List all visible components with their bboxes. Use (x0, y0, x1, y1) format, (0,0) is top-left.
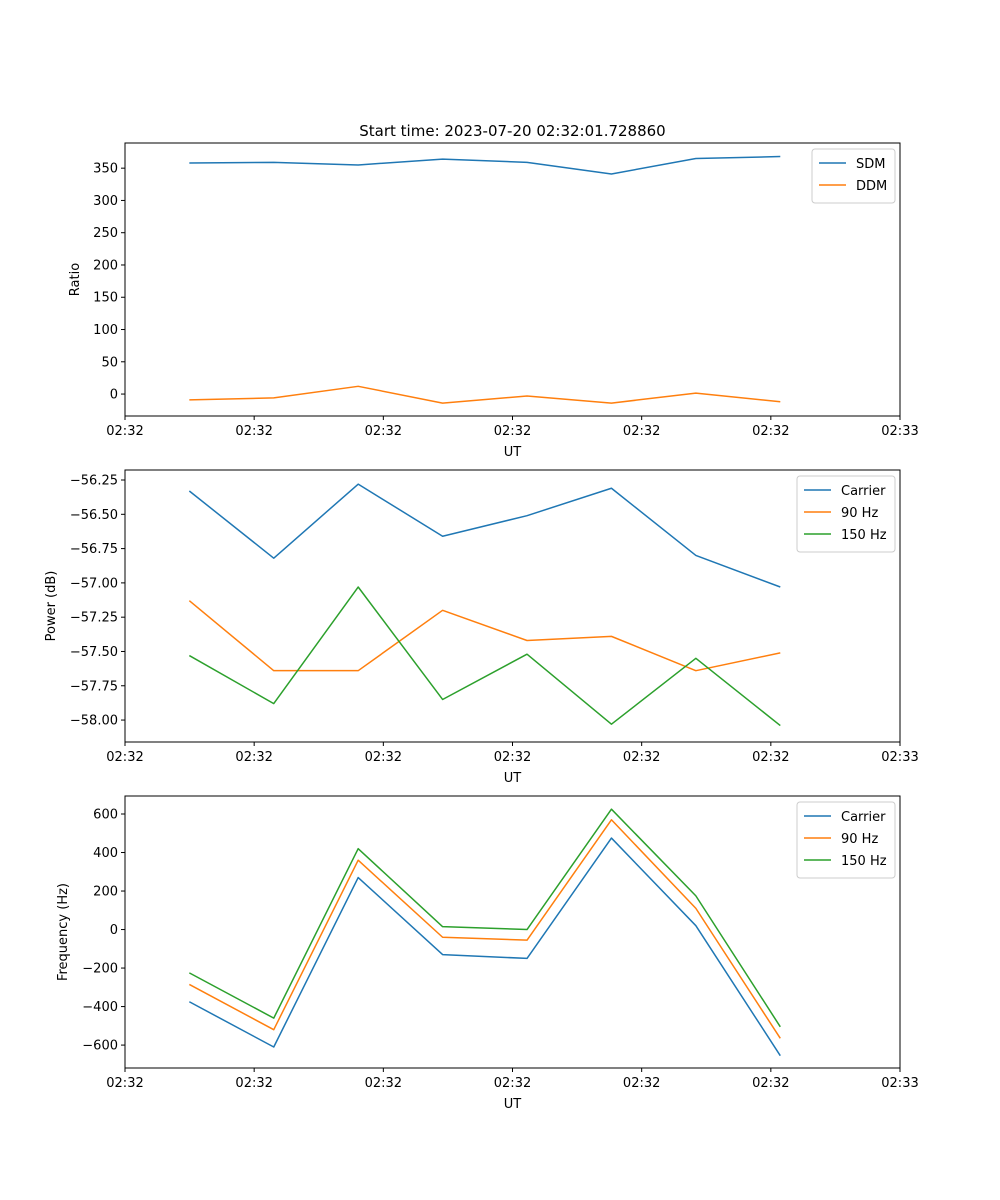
series-line-ddm (189, 385, 781, 404)
legend-label: 90 Hz (841, 506, 878, 521)
series-line-150-hz (188, 808, 781, 1028)
x-tick-label: 02:32 (752, 424, 789, 439)
axes-frame (124, 795, 901, 1069)
x-tick-label: 02:32 (106, 1076, 143, 1091)
x-tick-label: 02:33 (881, 424, 918, 439)
y-tick-label: 250 (93, 226, 118, 241)
x-tick-label: 02:33 (881, 1076, 918, 1091)
y-tick-label: −57.75 (70, 679, 118, 694)
x-tick-label: 02:32 (235, 1076, 272, 1091)
y-tick-label: −600 (82, 1039, 118, 1054)
x-tick-label: 02:32 (365, 424, 402, 439)
y-tick-label: 100 (93, 323, 118, 338)
y-tick-label: −56.75 (70, 542, 118, 557)
legend-label: Carrier (841, 484, 886, 499)
series-line-carrier (188, 483, 781, 588)
subplot-3: 02:32 02:32 02:32 02:32 02:32 02:32 02:33 −600 −… (56, 795, 919, 1112)
y-axis-label: Frequency (Hz) (56, 883, 71, 981)
y-tick-label: −56.25 (70, 474, 118, 489)
y-tick-label: −56.50 (70, 508, 118, 523)
y-tick-label: 300 (93, 194, 118, 209)
chart-title: Start time: 2023-07-20 02:32:01.728860 (359, 122, 665, 140)
y-tick-label: −200 (82, 962, 118, 977)
y-tick-label: 0 (110, 388, 118, 403)
series-line-150-hz (188, 586, 781, 727)
series-line-90-hz (188, 600, 781, 672)
x-tick-label: 02:32 (365, 1076, 402, 1091)
legend-label: 150 Hz (841, 854, 887, 869)
y-tick-label: 200 (93, 258, 118, 273)
legend-box (796, 801, 896, 879)
y-tick-label: 200 (93, 885, 118, 900)
y-axis-label: Power (dB) (44, 571, 59, 642)
series-line-90-hz (188, 819, 781, 1039)
subplot-2: 02:32 02:32 02:32 02:32 02:32 02:32 02:33 −58.0… (44, 469, 919, 786)
y-axis-label: Ratio (68, 263, 83, 296)
y-tick-label: 0 (110, 923, 118, 938)
x-tick-label: 02:32 (235, 424, 272, 439)
axes-frame (124, 142, 901, 417)
x-tick-label: 02:32 (106, 750, 143, 765)
x-tick-label: 02:32 (752, 1076, 789, 1091)
axes-frame (124, 469, 901, 743)
y-tick-label: 50 (101, 355, 118, 370)
legend-box (796, 475, 896, 553)
y-tick-label: 600 (93, 808, 118, 823)
x-tick-label: 02:32 (623, 424, 660, 439)
x-tick-label: 02:32 (494, 1076, 531, 1091)
x-tick-label: 02:32 (235, 750, 272, 765)
legend-label: SDM (856, 157, 885, 172)
y-tick-label: −57.00 (70, 576, 118, 591)
legend: Carrier 90 Hz 150 Hz (796, 801, 896, 879)
x-axis-label: UT (504, 1097, 522, 1112)
legend: SDM DDM (811, 148, 896, 204)
x-axis-label: UT (504, 445, 522, 460)
x-tick-label: 02:32 (494, 750, 531, 765)
x-tick-label: 02:32 (365, 750, 402, 765)
y-tick-label: −58.00 (70, 714, 118, 729)
legend-label: Carrier (841, 810, 886, 825)
legend-label: DDM (856, 179, 887, 194)
y-tick-label: −57.25 (70, 611, 118, 626)
y-tick-label: 350 (93, 162, 118, 177)
y-tick-label: 150 (93, 291, 118, 306)
series-line-sdm (189, 155, 781, 175)
legend-label: 150 Hz (841, 528, 887, 543)
y-tick-label: 400 (93, 846, 118, 861)
x-tick-label: 02:32 (494, 424, 531, 439)
x-tick-label: 02:32 (623, 1076, 660, 1091)
y-tick-label: −400 (82, 1000, 118, 1015)
legend-label: 90 Hz (841, 832, 878, 847)
legend: Carrier 90 Hz 150 Hz (796, 475, 896, 553)
x-tick-label: 02:32 (623, 750, 660, 765)
x-tick-label: 02:33 (881, 750, 918, 765)
x-tick-label: 02:32 (106, 424, 143, 439)
x-tick-label: 02:32 (752, 750, 789, 765)
y-tick-label: −57.50 (70, 645, 118, 660)
subplot-1: Start time: 2023-07-20 02:32:01.72886002… (68, 122, 919, 460)
series-line-carrier (188, 837, 781, 1057)
x-axis-label: UT (504, 771, 522, 786)
